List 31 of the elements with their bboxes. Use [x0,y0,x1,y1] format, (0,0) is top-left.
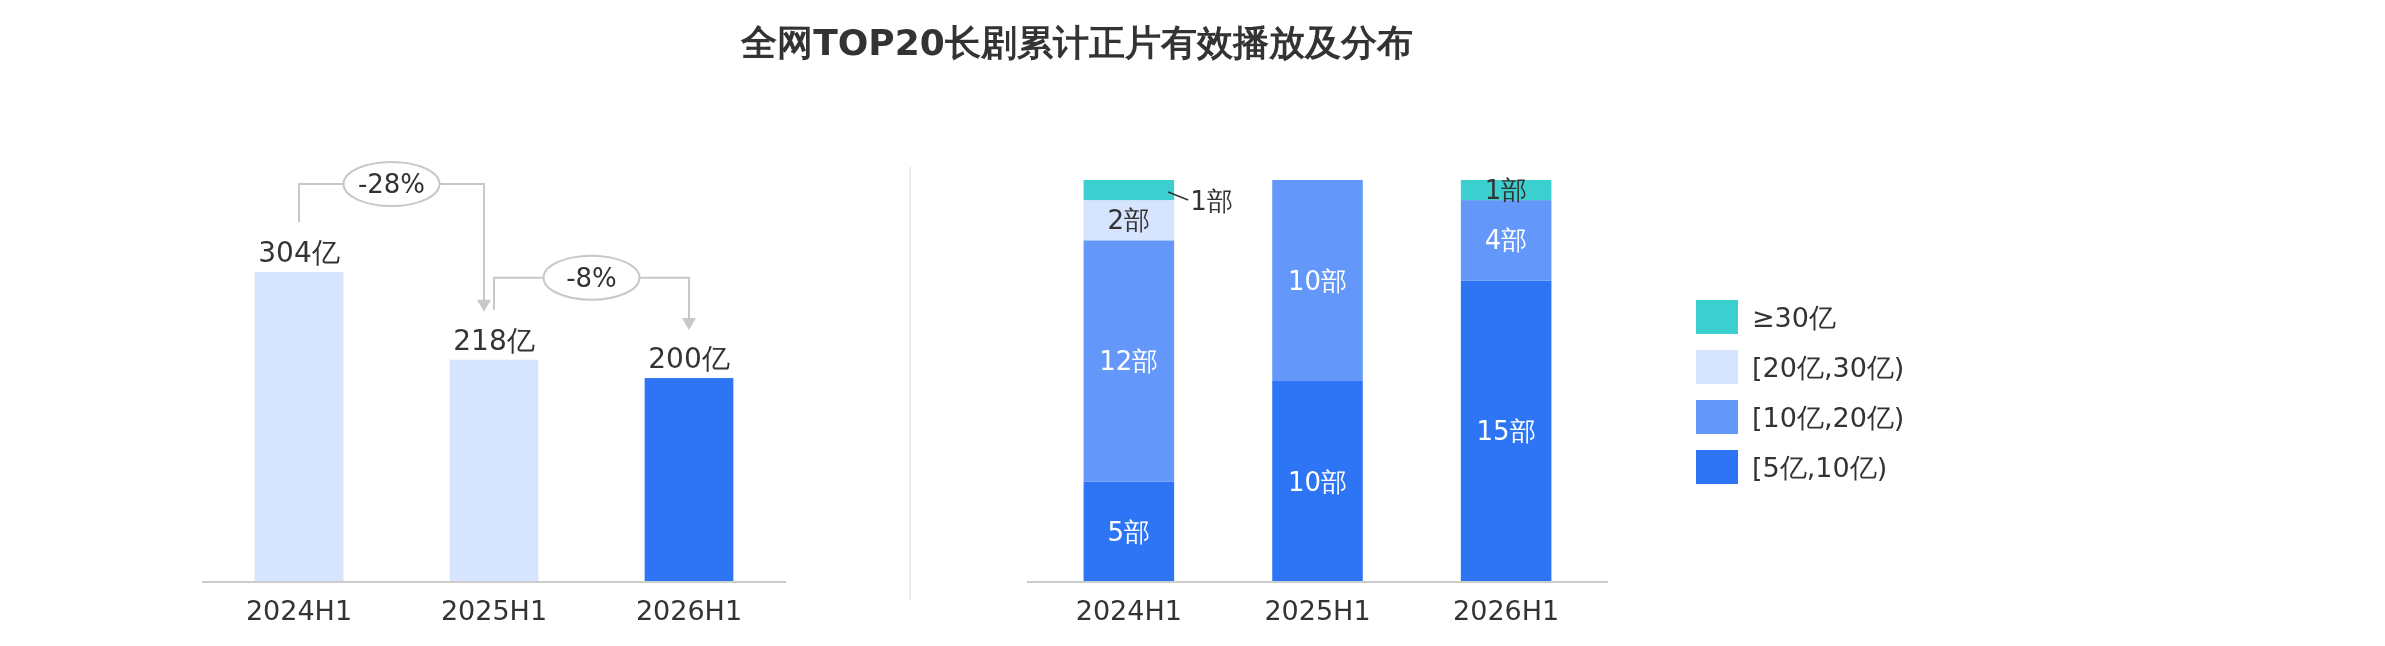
x-tick-label: 2024H1 [245,595,353,626]
x-tick-label: 2026H1 [1453,595,1560,626]
bar [1083,180,1175,201]
data-label: 2部 [1107,205,1151,236]
legend-label: [10亿,20亿) [1752,402,1905,433]
annotation: -8% [566,262,617,293]
bar [1272,381,1363,582]
data-label: 1部 [1190,186,1233,217]
x-tick-label: 2025H1 [440,595,548,626]
legend-label: [5亿,10亿) [1752,452,1888,483]
data-label: 15部 [1476,416,1536,447]
data-label: 12部 [1099,345,1159,376]
data-label: 5部 [1107,516,1151,547]
legend-label: ≥30亿 [1752,302,1836,333]
bar [1272,180,1363,381]
legend-label: [20亿,30亿) [1752,352,1905,383]
data-label: 10部 [1287,466,1348,497]
data-label: 304亿 [258,236,340,269]
chart-title: 全网TOP20长剧累计正片有效播放及分布 [740,22,1413,63]
text: -28% [357,169,426,199]
bar [1460,280,1552,582]
x-tick-label: 2024H1 [1075,595,1182,626]
data-label: 4部 [1484,225,1528,256]
x-tick-label: 2026H1 [635,595,743,626]
data-label: 218亿 [453,323,535,357]
data-label: 10部 [1287,265,1348,296]
bar [1083,481,1175,582]
x-tick-label: 2025H1 [1264,595,1371,626]
data-label: 1部 [1484,175,1528,206]
bar [1083,240,1175,482]
data-label: 200亿 [648,342,730,376]
